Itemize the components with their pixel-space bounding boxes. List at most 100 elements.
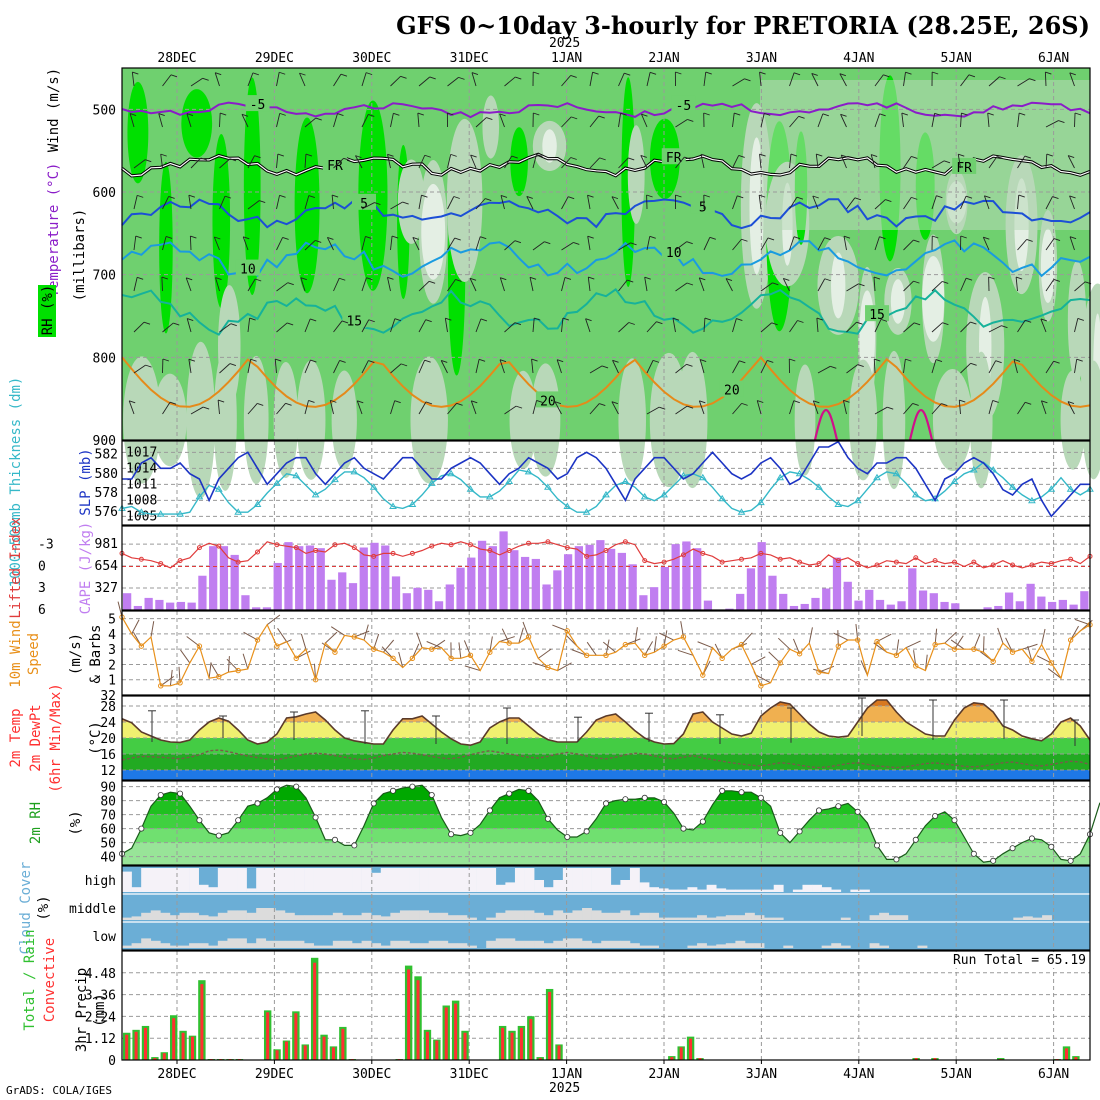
precip-convective-bar bbox=[444, 1007, 448, 1060]
wind-barb bbox=[931, 359, 937, 374]
wind-barb-feather bbox=[241, 113, 249, 117]
contour-label-bg bbox=[245, 95, 270, 112]
surface-wind-barb bbox=[659, 632, 674, 641]
wind-barb bbox=[960, 74, 970, 87]
wind-barb bbox=[162, 196, 170, 210]
freezing-level-contour-core bbox=[121, 153, 1091, 177]
wind-barb-feather bbox=[628, 157, 635, 161]
wind-barb-feather bbox=[999, 76, 1006, 80]
rh-marker bbox=[157, 792, 164, 799]
wind-barb-feather bbox=[337, 113, 344, 116]
lifted-index-tick-label: 0 bbox=[38, 559, 46, 574]
rh-marker bbox=[525, 787, 532, 794]
contour-label-bg bbox=[865, 305, 890, 322]
wind-barb-feather bbox=[355, 155, 362, 159]
lifted-index-marker bbox=[448, 542, 454, 548]
rh-tick-label: 80 bbox=[100, 795, 116, 810]
cloud-high-bar bbox=[792, 889, 803, 892]
pressure-tick-label: 900 bbox=[93, 434, 116, 449]
thickness-marker bbox=[485, 492, 494, 500]
cloud-middle-bar bbox=[265, 908, 276, 920]
cloud-middle-bar bbox=[706, 917, 717, 920]
cloud-middle-bar bbox=[514, 910, 525, 920]
wind-barb bbox=[760, 113, 765, 128]
cloud-high-bar bbox=[716, 888, 727, 892]
rh-panel-frame bbox=[121, 780, 1091, 866]
wind-barb bbox=[561, 116, 572, 128]
cloud-low-bar bbox=[543, 943, 554, 948]
wind-barb bbox=[789, 72, 795, 87]
temperature-contour-25 bbox=[908, 408, 934, 441]
wind-barb bbox=[699, 359, 705, 374]
surface-wind-barb bbox=[242, 653, 249, 670]
wind-barb bbox=[1067, 401, 1075, 415]
wind-barb bbox=[274, 359, 277, 374]
wind-barb-feather bbox=[984, 195, 991, 199]
wind-barb-feather bbox=[499, 113, 506, 117]
chart-title: GFS 0~10day 3-hourly for PRETORIA (28.25… bbox=[396, 11, 1090, 40]
cloud-high-bar bbox=[543, 887, 554, 892]
wind-barb-feather bbox=[759, 153, 766, 157]
surface-wind-barb bbox=[169, 669, 173, 686]
wind-barb bbox=[732, 113, 735, 128]
contour-label: 5 bbox=[360, 197, 368, 212]
wind-speed-marker bbox=[138, 643, 145, 649]
wind-barb-feather bbox=[224, 195, 232, 199]
temperature-contour--5 bbox=[121, 101, 1091, 119]
wind-barb bbox=[931, 113, 936, 128]
contour-label: 10 bbox=[666, 246, 682, 261]
contour-label-bg bbox=[235, 259, 260, 276]
wind-barb-feather bbox=[557, 359, 564, 363]
cloud-low-bar bbox=[342, 940, 353, 948]
wind-barb bbox=[504, 405, 517, 415]
cloud-high-bar bbox=[342, 868, 353, 892]
wind-barb-feather bbox=[187, 318, 194, 321]
cloud-middle-bar bbox=[495, 912, 506, 920]
cloud-low-bar bbox=[265, 940, 276, 948]
wind-barb bbox=[304, 154, 307, 169]
wind-barb-feather bbox=[279, 112, 286, 116]
wind-barb bbox=[390, 363, 402, 374]
contour-label: FR bbox=[666, 151, 682, 166]
precip-tick-label: 0 bbox=[108, 1054, 116, 1069]
run-total-bg bbox=[940, 952, 1088, 968]
cloud-high-bar bbox=[313, 868, 324, 892]
thickness-marker bbox=[757, 498, 765, 506]
lifted-index-marker bbox=[758, 550, 764, 556]
wind-barb bbox=[190, 77, 203, 87]
precip-convective-bar bbox=[435, 1040, 439, 1060]
rh-marker bbox=[699, 818, 706, 825]
pressure-tick-label: 800 bbox=[93, 351, 116, 366]
pressure-tick-label: 700 bbox=[93, 269, 116, 284]
wind-barb bbox=[1045, 153, 1048, 169]
cape-bar bbox=[305, 545, 315, 610]
wind-barb-feather bbox=[1045, 71, 1052, 75]
wind-barbs bbox=[128, 71, 1092, 415]
lifted-index-marker bbox=[797, 559, 803, 565]
lifted-index-marker bbox=[332, 542, 338, 548]
wind-barb-feather bbox=[970, 362, 977, 366]
axis-label-cloud-cover: Cloud Cover bbox=[18, 862, 34, 955]
slp-line bbox=[122, 440, 1090, 518]
wind-barb-feather bbox=[759, 194, 766, 198]
wind-barb bbox=[732, 360, 740, 374]
cape-bar bbox=[424, 589, 433, 610]
precip-convective-bar bbox=[425, 1031, 429, 1060]
rh-dry-patch bbox=[1082, 360, 1100, 480]
wind-speed-marker bbox=[525, 634, 532, 640]
surface-wind-barb bbox=[518, 627, 524, 644]
precip-convective-bar bbox=[1074, 1057, 1078, 1060]
wind-barb bbox=[447, 77, 459, 87]
wind-barb bbox=[1045, 360, 1054, 374]
cloud-high-bar bbox=[438, 868, 449, 892]
wind-barb bbox=[329, 400, 334, 415]
cloud-high-bar bbox=[160, 868, 171, 892]
wind-barb bbox=[361, 72, 367, 87]
rh-marker bbox=[932, 813, 939, 820]
wind-barb bbox=[133, 195, 138, 210]
axis-label-wind: Wind (m/s) bbox=[46, 68, 62, 152]
lifted-index-marker bbox=[506, 548, 512, 554]
wind-barb-feather bbox=[873, 276, 881, 280]
cloud-middle-bar bbox=[582, 908, 592, 920]
wind-speed-marker bbox=[777, 660, 783, 666]
